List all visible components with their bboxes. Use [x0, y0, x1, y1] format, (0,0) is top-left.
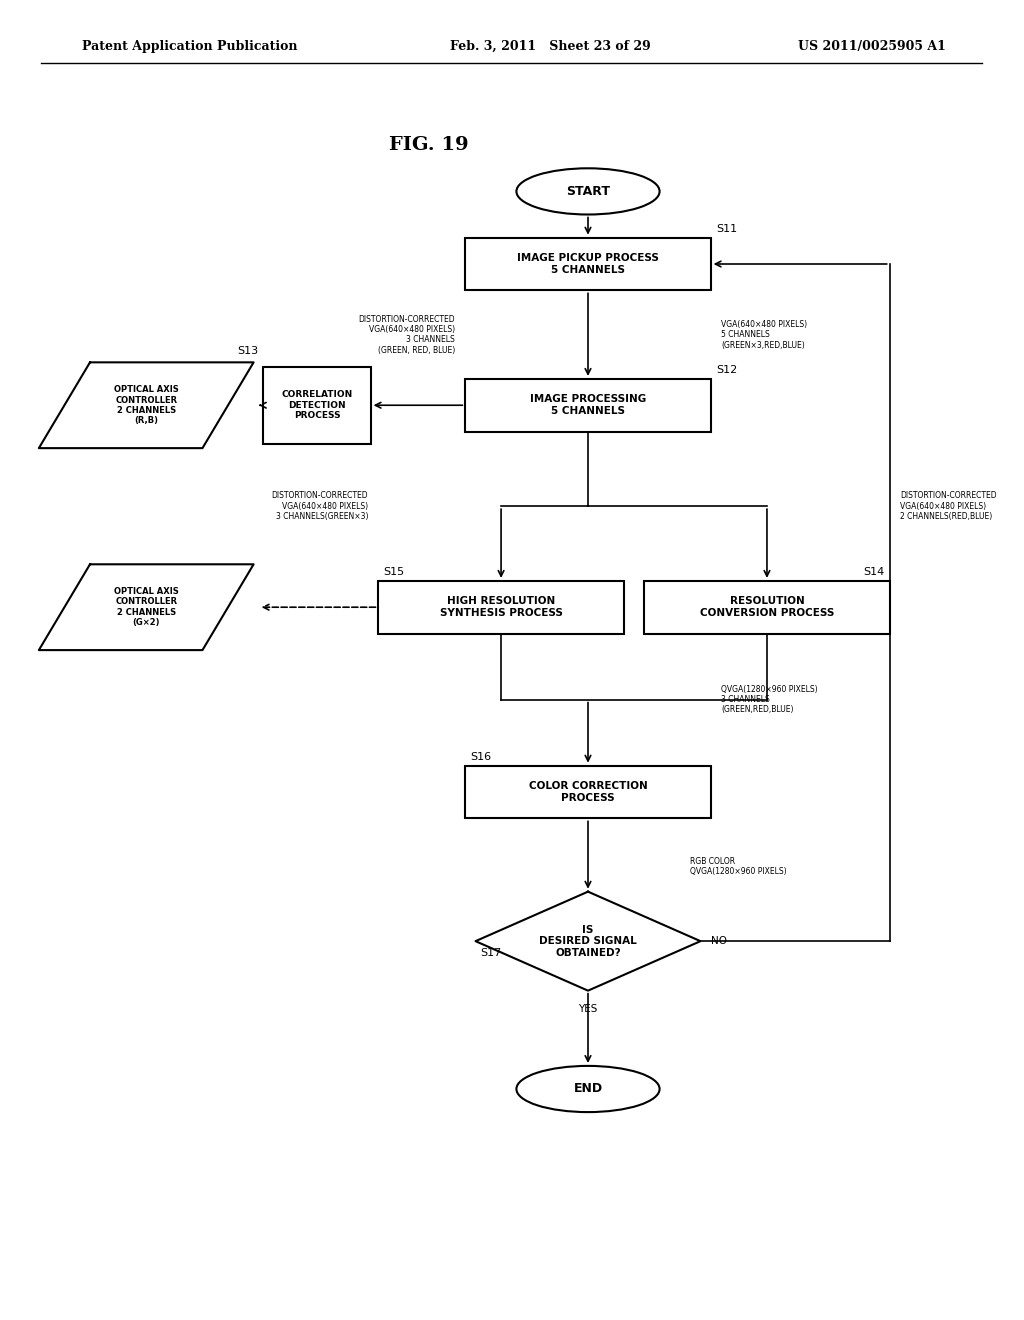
Text: DISTORTION-CORRECTED
VGA(640×480 PIXELS)
2 CHANNELS(RED,BLUE): DISTORTION-CORRECTED VGA(640×480 PIXELS)…: [900, 491, 996, 521]
Text: START: START: [566, 185, 610, 198]
Text: FIG. 19: FIG. 19: [388, 136, 468, 154]
Text: VGA(640×480 PIXELS)
5 CHANNELS
(GREEN×3,RED,BLUE): VGA(640×480 PIXELS) 5 CHANNELS (GREEN×3,…: [721, 319, 807, 350]
Text: IS
DESIRED SIGNAL
OBTAINED?: IS DESIRED SIGNAL OBTAINED?: [539, 924, 637, 958]
Text: S13: S13: [238, 346, 258, 356]
Text: Patent Application Publication: Patent Application Publication: [82, 40, 297, 53]
Text: S15: S15: [383, 566, 404, 577]
Text: RGB COLOR
QVGA(1280×960 PIXELS): RGB COLOR QVGA(1280×960 PIXELS): [690, 857, 786, 876]
Text: OPTICAL AXIS
CONTROLLER
2 CHANNELS
(G×2): OPTICAL AXIS CONTROLLER 2 CHANNELS (G×2): [114, 587, 178, 627]
Text: COLOR CORRECTION
PROCESS: COLOR CORRECTION PROCESS: [528, 781, 647, 803]
Text: US 2011/0025905 A1: US 2011/0025905 A1: [798, 40, 945, 53]
Text: YES: YES: [579, 1005, 598, 1014]
Text: NO: NO: [711, 936, 727, 946]
Text: DISTORTION-CORRECTED
VGA(640×480 PIXELS)
3 CHANNELS
(GREEN, RED, BLUE): DISTORTION-CORRECTED VGA(640×480 PIXELS)…: [358, 314, 455, 355]
Text: IMAGE PICKUP PROCESS
5 CHANNELS: IMAGE PICKUP PROCESS 5 CHANNELS: [517, 253, 658, 275]
Text: Feb. 3, 2011   Sheet 23 of 29: Feb. 3, 2011 Sheet 23 of 29: [450, 40, 650, 53]
Text: S12: S12: [716, 364, 737, 375]
Text: HIGH RESOLUTION
SYNTHESIS PROCESS: HIGH RESOLUTION SYNTHESIS PROCESS: [439, 597, 562, 618]
Text: S17: S17: [480, 948, 502, 958]
Text: S16: S16: [470, 751, 492, 762]
Text: OPTICAL AXIS
CONTROLLER
2 CHANNELS
(R,B): OPTICAL AXIS CONTROLLER 2 CHANNELS (R,B): [114, 385, 178, 425]
Text: END: END: [573, 1082, 602, 1096]
Text: DISTORTION-CORRECTED
VGA(640×480 PIXELS)
3 CHANNELS(GREEN×3): DISTORTION-CORRECTED VGA(640×480 PIXELS)…: [271, 491, 369, 521]
Text: QVGA(1280×960 PIXELS)
3 CHANNELS
(GREEN,RED,BLUE): QVGA(1280×960 PIXELS) 3 CHANNELS (GREEN,…: [721, 685, 817, 714]
Text: CORRELATION
DETECTION
PROCESS: CORRELATION DETECTION PROCESS: [282, 391, 352, 420]
Text: S14: S14: [863, 566, 885, 577]
Text: S11: S11: [716, 223, 737, 234]
Text: IMAGE PROCESSING
5 CHANNELS: IMAGE PROCESSING 5 CHANNELS: [529, 395, 646, 416]
Text: RESOLUTION
CONVERSION PROCESS: RESOLUTION CONVERSION PROCESS: [699, 597, 835, 618]
